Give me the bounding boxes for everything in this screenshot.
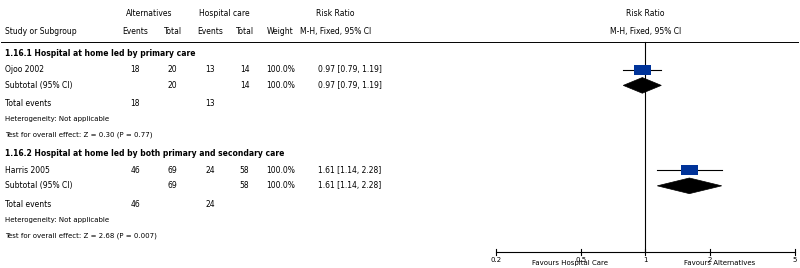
Text: 100.0%: 100.0% <box>266 166 295 175</box>
Text: Weight: Weight <box>267 27 294 36</box>
Text: Risk Ratio: Risk Ratio <box>626 9 664 18</box>
Text: 69: 69 <box>168 181 178 190</box>
Text: 13: 13 <box>206 99 215 108</box>
Text: M-H, Fixed, 95% CI: M-H, Fixed, 95% CI <box>610 27 681 36</box>
Text: 14: 14 <box>240 81 250 90</box>
Text: Subtotal (95% CI): Subtotal (95% CI) <box>6 81 73 90</box>
Text: Ojoo 2002: Ojoo 2002 <box>6 65 44 74</box>
Text: Favours Alternatives: Favours Alternatives <box>684 260 755 266</box>
Text: 2: 2 <box>707 256 712 263</box>
Text: 46: 46 <box>130 166 140 175</box>
Text: 1.61 [1.14, 2.28]: 1.61 [1.14, 2.28] <box>318 166 381 175</box>
Text: Events: Events <box>198 27 223 36</box>
Text: Harris 2005: Harris 2005 <box>6 166 50 175</box>
Text: 69: 69 <box>168 166 178 175</box>
Text: 18: 18 <box>130 65 140 74</box>
Text: 14: 14 <box>240 65 250 74</box>
Text: 1.16.1 Hospital at home led by primary care: 1.16.1 Hospital at home led by primary c… <box>6 49 196 58</box>
Text: 13: 13 <box>206 65 215 74</box>
Text: 18: 18 <box>130 99 140 108</box>
Text: 100.0%: 100.0% <box>266 81 295 90</box>
FancyBboxPatch shape <box>634 65 651 75</box>
Text: 46: 46 <box>130 200 140 209</box>
Text: Favours Hospital Care: Favours Hospital Care <box>533 260 609 266</box>
Polygon shape <box>658 178 722 194</box>
Text: Heterogeneity: Not applicable: Heterogeneity: Not applicable <box>6 217 110 223</box>
Text: 1.16.2 Hospital at home led by both primary and secondary care: 1.16.2 Hospital at home led by both prim… <box>6 150 285 158</box>
Text: 1: 1 <box>643 256 647 263</box>
Text: Events: Events <box>122 27 148 36</box>
Text: 0.97 [0.79, 1.19]: 0.97 [0.79, 1.19] <box>318 65 382 74</box>
Text: 0.97 [0.79, 1.19]: 0.97 [0.79, 1.19] <box>318 81 382 90</box>
Text: Test for overall effect: Z = 0.30 (P = 0.77): Test for overall effect: Z = 0.30 (P = 0… <box>6 131 153 138</box>
Text: 20: 20 <box>168 81 178 90</box>
Text: 1.61 [1.14, 2.28]: 1.61 [1.14, 2.28] <box>318 181 381 190</box>
Text: Heterogeneity: Not applicable: Heterogeneity: Not applicable <box>6 116 110 122</box>
Text: 58: 58 <box>240 166 250 175</box>
Text: Total: Total <box>164 27 182 36</box>
Text: 100.0%: 100.0% <box>266 65 295 74</box>
Text: Total events: Total events <box>6 99 52 108</box>
Text: Subtotal (95% CI): Subtotal (95% CI) <box>6 181 73 190</box>
Text: 58: 58 <box>240 181 250 190</box>
Text: 0.2: 0.2 <box>490 256 502 263</box>
Polygon shape <box>623 77 662 93</box>
Text: Alternatives: Alternatives <box>126 9 173 18</box>
FancyBboxPatch shape <box>681 165 698 175</box>
Text: M-H, Fixed, 95% CI: M-H, Fixed, 95% CI <box>300 27 371 36</box>
Text: Study or Subgroup: Study or Subgroup <box>6 27 77 36</box>
Text: Test for overall effect: Z = 2.68 (P = 0.007): Test for overall effect: Z = 2.68 (P = 0… <box>6 232 158 239</box>
Text: 0.5: 0.5 <box>575 256 586 263</box>
Text: 20: 20 <box>168 65 178 74</box>
Text: Hospital care: Hospital care <box>199 9 250 18</box>
Text: 100.0%: 100.0% <box>266 181 295 190</box>
Text: 24: 24 <box>206 166 215 175</box>
Text: Total: Total <box>235 27 254 36</box>
Text: Total events: Total events <box>6 200 52 209</box>
Text: Risk Ratio: Risk Ratio <box>316 9 354 18</box>
Text: 5: 5 <box>793 256 797 263</box>
Text: 24: 24 <box>206 200 215 209</box>
